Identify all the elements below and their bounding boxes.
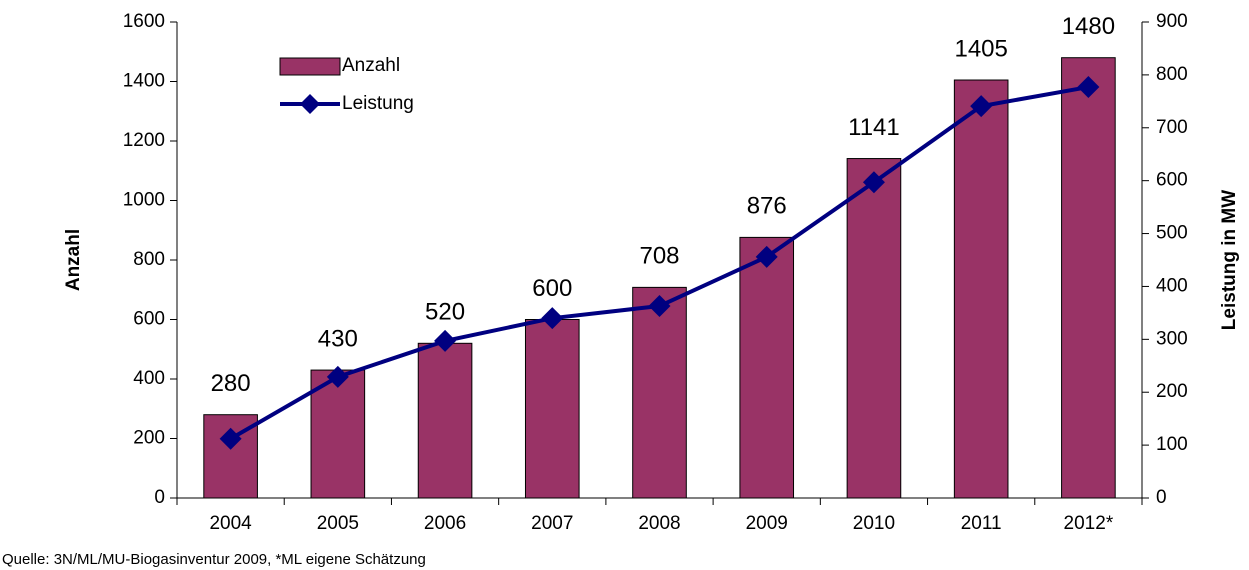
bar <box>739 236 795 499</box>
line-marker <box>434 329 457 352</box>
data-label: 520 <box>425 299 465 326</box>
line-marker <box>970 95 993 118</box>
y-tick-label: 1600 <box>123 11 165 32</box>
y2-tick-label: 0 <box>1156 487 1167 508</box>
bar <box>1061 57 1116 499</box>
y-axis-title: Anzahl <box>63 229 84 291</box>
y-tick-label: 0 <box>154 487 165 508</box>
data-label: 280 <box>211 370 251 397</box>
y-tick-label: 1400 <box>123 71 165 92</box>
data-label: 600 <box>532 275 572 302</box>
y2-tick-label: 800 <box>1156 64 1188 85</box>
line-marker <box>326 365 349 388</box>
x-tick-label: 2004 <box>209 513 252 534</box>
x-tick-label: 2012* <box>1064 513 1114 534</box>
y-tick-label: 400 <box>133 368 165 389</box>
x-tick-label: 2007 <box>531 513 573 534</box>
y2-tick-label: 900 <box>1156 11 1188 32</box>
y-tick-label: 1000 <box>123 190 165 211</box>
y-tick-label: 1200 <box>123 130 165 151</box>
bar <box>953 79 1009 499</box>
line-marker <box>541 307 564 330</box>
line-marker <box>755 245 778 268</box>
legend-marker <box>300 94 320 114</box>
data-label: 1141 <box>848 114 900 141</box>
bar <box>632 286 687 499</box>
x-tick-label: 2010 <box>853 513 895 534</box>
line-marker <box>862 171 885 194</box>
bar <box>310 369 366 499</box>
x-tick-label: 2009 <box>746 513 788 534</box>
x-tick-label: 2011 <box>961 513 1002 534</box>
x-tick-label: 2008 <box>638 513 680 534</box>
bar <box>846 158 902 499</box>
line-marker <box>648 295 671 318</box>
y-tick-label: 600 <box>133 309 165 330</box>
data-label: 1480 <box>1062 13 1115 40</box>
legend-label: Leistung <box>342 93 414 114</box>
y-tick-label: 200 <box>133 428 165 449</box>
data-label: 430 <box>318 325 358 352</box>
y2-tick-label: 500 <box>1156 223 1188 244</box>
line-marker <box>1077 76 1100 99</box>
data-label: 708 <box>639 243 679 270</box>
y2-tick-label: 700 <box>1156 117 1188 138</box>
y2-tick-label: 300 <box>1156 328 1188 349</box>
y-tick-label: 800 <box>133 249 165 270</box>
legend-swatch <box>279 57 341 76</box>
y2-tick-label: 200 <box>1156 381 1188 402</box>
legend-label: Anzahl <box>342 55 400 76</box>
source-note: Quelle: 3N/ML/MU-Biogasinventur 2009, *M… <box>2 551 426 568</box>
bar <box>417 342 473 499</box>
y2-tick-label: 600 <box>1156 170 1188 191</box>
y2-tick-label: 400 <box>1156 275 1188 296</box>
data-label: 1405 <box>954 35 1007 62</box>
data-label: 876 <box>747 193 787 220</box>
x-tick-label: 2005 <box>317 513 359 534</box>
x-tick-label: 2006 <box>424 513 466 534</box>
bar <box>524 319 580 499</box>
y2-axis-title: Leistung in MW <box>1219 190 1240 330</box>
line-marker <box>219 427 242 450</box>
y2-tick-label: 100 <box>1156 434 1188 455</box>
